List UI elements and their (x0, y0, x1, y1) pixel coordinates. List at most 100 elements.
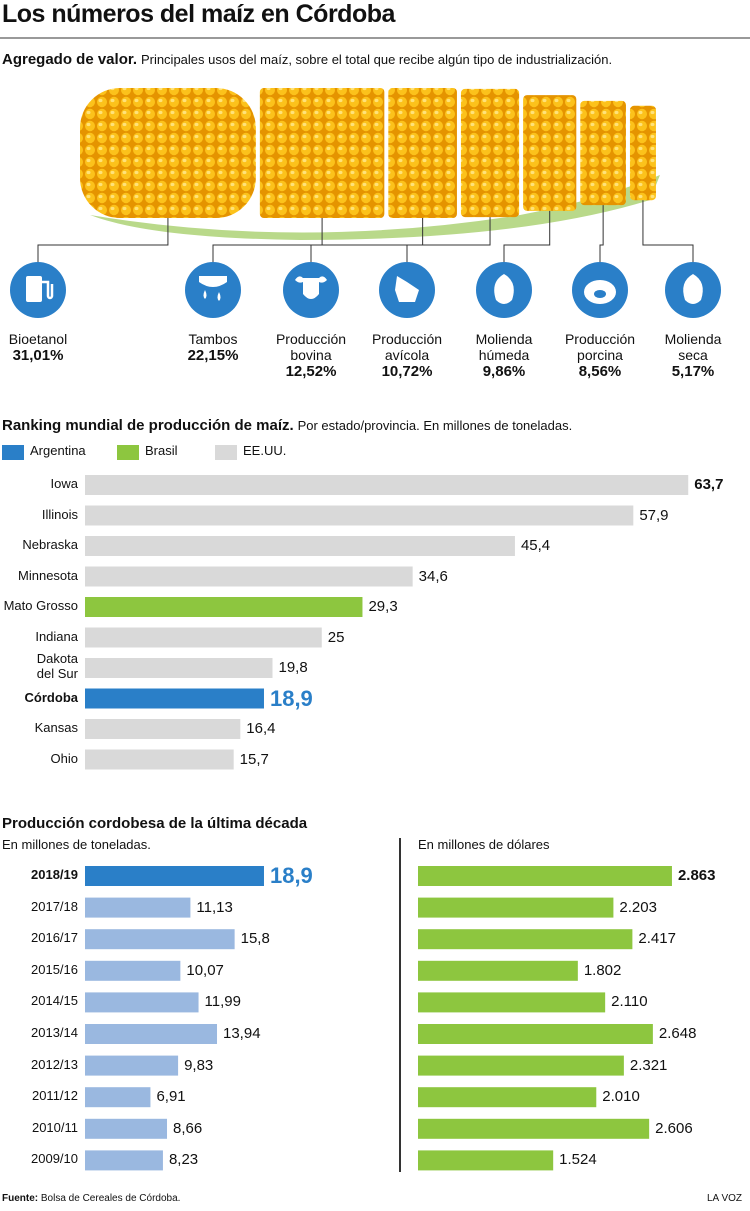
bar (418, 1087, 597, 1108)
use-label: Molienda seca (664, 331, 722, 363)
value-label: 2.110 (611, 993, 648, 1011)
bar (85, 1087, 151, 1108)
bar (418, 897, 614, 918)
bar (85, 1055, 179, 1076)
use-item: Tambos 22,15% (168, 331, 258, 364)
value-label: 1.524 (559, 1151, 597, 1169)
source: Fuente: Bolsa de Cereales de Córdoba. (2, 1193, 180, 1205)
bar (85, 627, 322, 648)
category-label: 2013/14 (31, 1025, 78, 1040)
icon-shape (199, 276, 227, 287)
value-label: 2.010 (602, 1088, 640, 1106)
value-label: 6,91 (156, 1088, 186, 1106)
connector (503, 210, 551, 262)
category-label: Kansas (34, 720, 78, 735)
icon-shape (203, 290, 221, 301)
value-label: 34,6 (418, 567, 448, 585)
value-label: 11,99 (204, 993, 241, 1011)
category-label: Mato Grosso (3, 598, 78, 613)
page-title: Los números del maíz en Córdoba (2, 0, 395, 28)
value-label: 2.321 (629, 1056, 668, 1074)
value-label: 29,3 (368, 598, 398, 615)
bar (418, 929, 633, 950)
corn-segment (580, 100, 626, 206)
bar (85, 897, 191, 918)
use-item: Producción bovina 12,52% (266, 331, 356, 380)
value-label: 2.417 (638, 930, 676, 948)
connector (310, 218, 424, 262)
category-label: Nebraska (22, 537, 78, 552)
category-label: 2015/16 (31, 961, 78, 977)
bar (85, 597, 363, 617)
bar (85, 688, 264, 709)
value-label: 1.802 (583, 961, 622, 979)
value-label: 2.203 (619, 898, 657, 916)
heading-text: Por estado/provincia. En millones de ton… (297, 418, 573, 433)
category-label: 2009/10 (31, 1151, 78, 1167)
bar (85, 658, 273, 678)
connector (599, 205, 604, 262)
value-label: 2.863 (677, 867, 716, 884)
heading-text: Principales usos del maíz, sobre el tota… (140, 52, 613, 67)
value-label: 8,23 (168, 1151, 199, 1169)
value-label: 45,4 (520, 537, 551, 554)
value-label: 16,4 (246, 720, 276, 737)
category-label: 2010/11 (31, 1119, 78, 1135)
corn-segment (259, 88, 385, 218)
bar (418, 1024, 653, 1044)
use-label: Producción porcina (564, 331, 636, 363)
section-heading: Agregado de valor. Principales usos del … (2, 51, 612, 68)
use-item: Molienda seca 5,17% (648, 331, 738, 380)
use-value: 8,56% (578, 363, 622, 380)
use-value: 12,52% (285, 363, 337, 380)
icon-circle (185, 262, 241, 318)
use-item: Bioetanol 31,01% (0, 331, 83, 364)
category-label: Córdoba (24, 689, 78, 705)
use-label: Bioetanol (8, 331, 68, 347)
use-label: Tambos (188, 331, 238, 347)
category-label: 2018/19 (31, 867, 78, 882)
category-label: 2017/18 (31, 898, 78, 914)
value-label: 13,94 (223, 1025, 261, 1042)
section-heading: Ranking mundial de producción de maíz. P… (2, 417, 572, 434)
heading-bold: Producción cordobesa de la última década (2, 815, 308, 832)
value-label: 25 (327, 628, 345, 646)
category-label: Ohio (50, 750, 78, 766)
use-item: Producción avícola 10,72% (362, 331, 452, 380)
subtitle: En millones de toneladas. (2, 837, 151, 852)
bar (418, 1055, 624, 1076)
icon-shape (42, 280, 54, 300)
icon-shape (494, 274, 514, 304)
category-label: 2014/15 (31, 993, 78, 1009)
value-label: 63,7 (694, 476, 724, 493)
brand: LA VOZ (706, 1193, 742, 1204)
value-label: 8,66 (173, 1119, 203, 1137)
icon-shape (395, 276, 419, 302)
bar (85, 566, 413, 587)
icon-shape (594, 290, 606, 298)
category-label: 2016/17 (31, 930, 78, 946)
value-label: 2.648 (658, 1025, 697, 1042)
connector (37, 218, 169, 262)
husk (90, 175, 660, 240)
corn-segment (388, 88, 457, 218)
use-value: 9,86% (482, 363, 526, 380)
category-label: 2011/12 (31, 1088, 78, 1104)
use-value: 5,17% (671, 363, 715, 380)
bar (85, 475, 689, 495)
bar (85, 1150, 163, 1171)
value-label: 9,83 (184, 1056, 214, 1074)
legend-label: Brasil (145, 443, 178, 458)
heading-bold: Ranking mundial de producción de maíz. (2, 417, 294, 434)
icon-shape (683, 274, 703, 304)
bar (85, 719, 241, 739)
bar (418, 1118, 650, 1139)
use-item: Producción porcina 8,56% (555, 331, 645, 380)
source-label: Fuente: (2, 1193, 39, 1204)
bar (85, 1118, 168, 1139)
value-label: 10,07 (186, 961, 224, 979)
bar (418, 992, 606, 1013)
value-label: 18,9 (269, 685, 313, 711)
legend-label: Argentina (30, 443, 86, 458)
